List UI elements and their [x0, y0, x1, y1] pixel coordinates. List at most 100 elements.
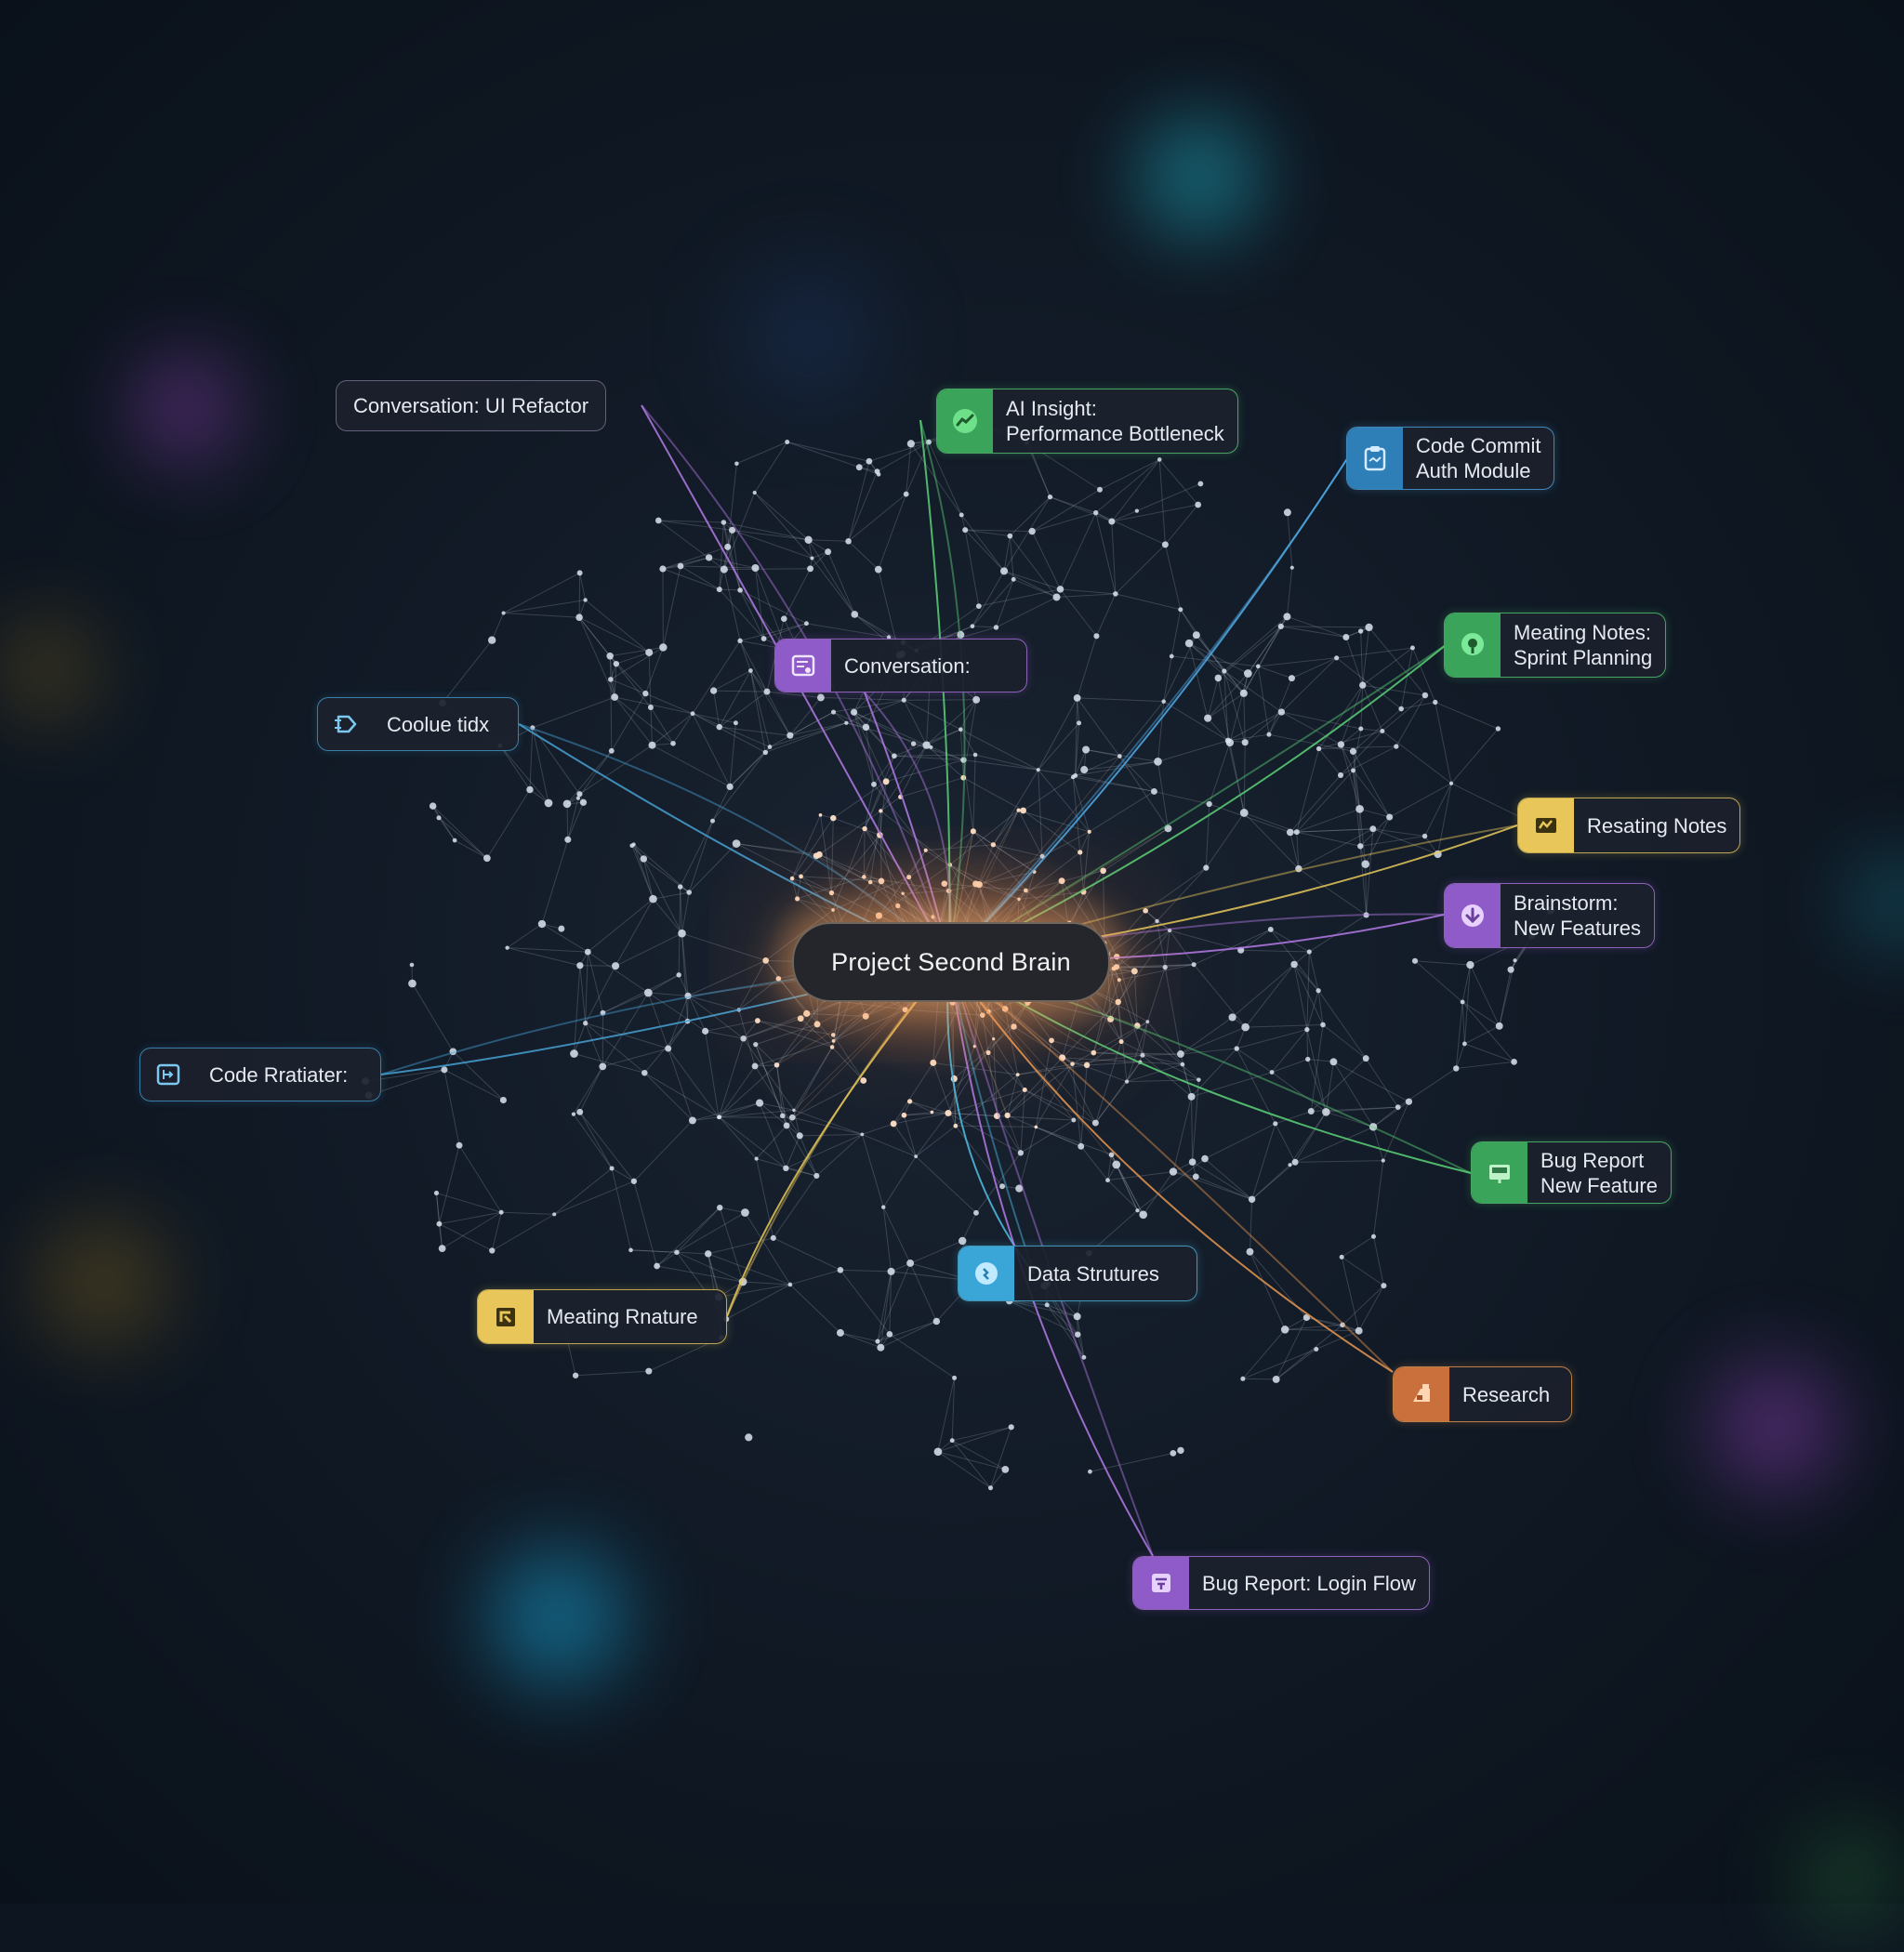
node-bug-report-login[interactable]: Bug Report: Login Flow [1132, 1556, 1430, 1610]
node-ai-insight[interactable]: AI Insight: Performance Bottleneck [936, 389, 1238, 454]
mesh-edge [1038, 770, 1042, 856]
node-conversation[interactable]: Conversation: [774, 639, 1027, 692]
mesh-node [608, 677, 614, 682]
mesh-node [1203, 864, 1209, 870]
mesh-edge [1425, 784, 1451, 837]
mesh-edge [719, 1038, 743, 1117]
mesh-node [755, 1018, 760, 1023]
node-label: Conversation: [844, 653, 971, 679]
mesh-node [1017, 898, 1020, 901]
connector-line [949, 645, 1446, 960]
mesh-edge [615, 697, 652, 745]
mesh-node [931, 1111, 934, 1114]
mesh-node [606, 653, 613, 659]
mesh-node [797, 1132, 803, 1139]
mesh-node [648, 705, 654, 710]
mesh-node [830, 1045, 835, 1049]
mesh-node [706, 554, 712, 561]
mesh-edge [689, 844, 736, 892]
mesh-edge [757, 1126, 787, 1159]
mesh-node [737, 587, 743, 593]
mesh-edge [910, 1101, 948, 1114]
mesh-node [906, 1260, 914, 1267]
node-conversation-ui-refactor[interactable]: Conversation: UI Refactor [336, 380, 606, 431]
mesh-edge [1451, 784, 1522, 818]
mesh-edge [740, 590, 763, 639]
mesh-node [575, 613, 583, 621]
mesh-node [1290, 566, 1294, 570]
mesh-edge [444, 1070, 459, 1145]
mesh-edge [1415, 961, 1470, 965]
mesh-edge [1346, 637, 1363, 685]
mesh-edge [774, 1238, 840, 1270]
mesh-edge [965, 530, 979, 606]
mesh-node [665, 1046, 671, 1052]
mesh-edge [693, 1103, 760, 1121]
mesh-node [851, 709, 857, 716]
center-node-project-second-brain[interactable]: Project Second Brain [792, 922, 1110, 1002]
mesh-node [1135, 508, 1139, 512]
mesh-edge [1096, 594, 1115, 636]
mesh-node [439, 1245, 446, 1252]
mesh-node [879, 809, 882, 812]
mesh-edge [1127, 1062, 1140, 1082]
mesh-node [1449, 782, 1453, 785]
mesh-node [1151, 788, 1157, 795]
mesh-edge [554, 1181, 634, 1215]
mesh-node [1162, 541, 1169, 547]
mesh-edge [1373, 1107, 1398, 1127]
mesh-node [610, 1166, 615, 1170]
mesh-node [1155, 919, 1158, 923]
mesh-edge [1297, 832, 1360, 846]
mesh-node [733, 839, 741, 848]
node-code-rratiater[interactable]: Code Rratiater: [139, 1048, 381, 1101]
mesh-edge [657, 1266, 743, 1282]
mesh-edge [956, 1126, 1036, 1127]
mesh-node [649, 895, 657, 903]
node-meating-rnature[interactable]: Meating Rnature [477, 1289, 727, 1344]
mesh-node [721, 566, 728, 574]
mesh-node [748, 668, 753, 673]
mesh-edge [1291, 658, 1336, 679]
node-meeting-notes-sprint[interactable]: Meating Notes: Sprint Planning [1444, 613, 1666, 678]
mesh-node [659, 643, 667, 651]
mesh-edge [706, 1031, 720, 1117]
mesh-node [1035, 1126, 1038, 1129]
mesh-node [1369, 825, 1376, 832]
mesh-edge [786, 1134, 862, 1167]
mesh-node [1422, 834, 1427, 838]
mesh-edge [1100, 459, 1159, 489]
mesh-edge [1147, 968, 1165, 1022]
mesh-edge [720, 1207, 743, 1282]
mesh-node [768, 745, 773, 749]
mesh-node [436, 815, 441, 820]
mesh-node [1170, 654, 1174, 659]
node-research[interactable]: Research [1393, 1366, 1572, 1422]
connector-line [949, 457, 1348, 960]
mesh-node [1412, 958, 1418, 964]
node-code-idx[interactable]: Coolue tidx [317, 697, 519, 751]
node-resating-notes[interactable]: Resating Notes [1517, 798, 1740, 853]
mesh-node [895, 903, 900, 908]
mesh-node [1496, 726, 1501, 731]
mesh-node [702, 1028, 708, 1035]
mesh-node [1244, 669, 1252, 678]
mesh-node [1112, 1161, 1120, 1169]
node-code-commit[interactable]: Code Commit Auth Module [1346, 427, 1554, 490]
mesh-node [1020, 808, 1026, 814]
mesh-edge [1309, 915, 1366, 951]
node-data-structures[interactable]: Data Strutures [958, 1246, 1197, 1301]
mesh-edge [492, 613, 503, 640]
mesh-node [1273, 1121, 1277, 1126]
mesh-node [410, 963, 415, 968]
node-brainstorm[interactable]: Brainstorm: New Features [1444, 883, 1655, 948]
node-bug-report-new-feature[interactable]: Bug Report New Feature [1471, 1141, 1672, 1204]
mesh-edge [927, 700, 977, 745]
mesh-edge [740, 640, 750, 670]
mesh-node [1100, 867, 1106, 874]
mesh-node [572, 1112, 575, 1115]
mesh-edge [653, 892, 689, 899]
mesh-edge [756, 1024, 817, 1045]
mesh-edge [720, 1117, 757, 1159]
mesh-edge [1281, 658, 1336, 712]
